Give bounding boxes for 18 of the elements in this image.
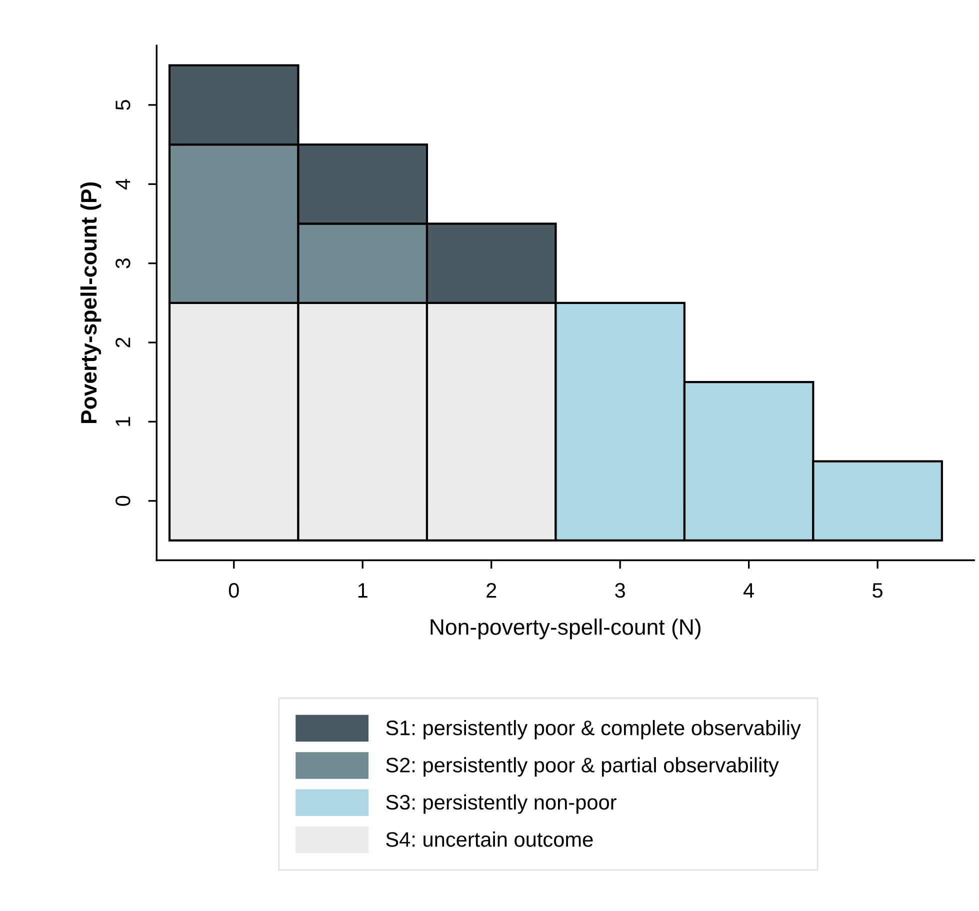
- x-tick-label: 3: [615, 583, 625, 598]
- legend-label: S3: persistently non-poor: [386, 794, 616, 814]
- y-tick-label: 2: [116, 338, 130, 348]
- y-tick-label: 0: [116, 496, 130, 506]
- y-tick-label: 5: [116, 100, 130, 110]
- legend-label: S2: persistently poor & partial observability: [386, 757, 779, 777]
- y-axis-title: Poverty-spell-count (P): [80, 182, 102, 424]
- x-tick-label: 0: [228, 583, 239, 598]
- legend-label: S4: uncertain outcome: [386, 832, 593, 847]
- y-tick-label: 1: [116, 416, 130, 426]
- x-tick-label: 4: [744, 583, 754, 598]
- x-axis-title: Non-poverty-spell-count (N): [430, 618, 700, 640]
- x-tick-label: 5: [872, 583, 882, 598]
- legend-label: S1: persistently poor & complete observabiliy: [386, 720, 801, 740]
- x-tick-label: 2: [486, 583, 496, 598]
- y-tick-label: 3: [116, 258, 130, 268]
- x-tick-label: 1: [358, 583, 368, 598]
- y-tick-label: 4: [116, 178, 130, 190]
